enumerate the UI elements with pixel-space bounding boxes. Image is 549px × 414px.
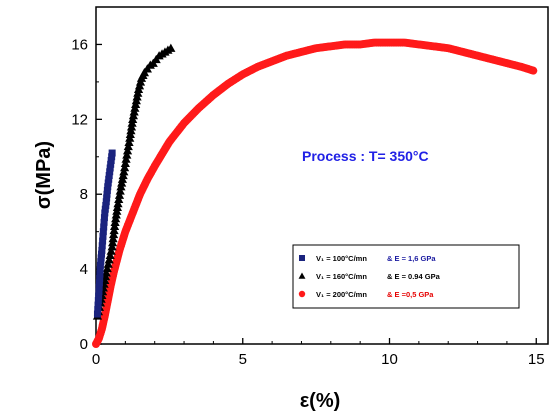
legend-label: V₁ = 160°C/mn — [316, 272, 367, 281]
y-tick-label: 4 — [80, 261, 88, 278]
data-point — [94, 306, 102, 314]
data-point — [95, 288, 103, 296]
data-point — [95, 279, 103, 287]
data-point — [94, 297, 102, 305]
data-point — [119, 167, 129, 176]
data-point — [97, 254, 105, 262]
data-point — [103, 194, 111, 202]
legend-modulus: & E = 0.94 GPa — [387, 272, 441, 281]
data-point — [107, 157, 115, 165]
data-point — [105, 172, 113, 179]
legend-modulus: & E =0,5 GPa — [387, 290, 434, 299]
data-point — [106, 168, 114, 176]
x-tick-label: 10 — [381, 351, 398, 368]
data-point — [101, 205, 109, 213]
data-point — [108, 153, 116, 161]
series-square — [93, 149, 116, 318]
data-point — [96, 261, 104, 269]
data-point — [93, 310, 101, 318]
data-point — [105, 250, 115, 260]
data-point — [114, 190, 125, 199]
legend: V₁ = 100°C/mn & E = 1,6 GPa V₁ = 160°C/mn &… — [292, 244, 520, 309]
data-point — [102, 263, 112, 273]
data-point — [114, 194, 124, 204]
legend-label: V₁ = 100°C/mn — [316, 254, 367, 263]
data-point — [101, 268, 111, 277]
data-point — [104, 255, 114, 264]
data-point — [120, 162, 130, 172]
data-point — [104, 179, 112, 187]
legend-box — [292, 244, 520, 309]
data-point — [107, 160, 115, 168]
data-point — [104, 183, 112, 191]
data-point — [113, 198, 123, 208]
series-circle — [92, 38, 538, 348]
data-point — [98, 250, 106, 258]
data-point — [108, 149, 116, 157]
y-axis-title: σ(MPa) — [33, 141, 55, 209]
x-tick-label: 0 — [92, 351, 100, 368]
legend-marker — [299, 255, 305, 261]
data-point — [97, 258, 105, 266]
data-point — [124, 137, 134, 146]
data-point — [94, 301, 102, 309]
data-point — [121, 154, 131, 163]
data-point — [96, 274, 104, 282]
y-tick-label: 16 — [71, 36, 88, 53]
data-point — [101, 209, 109, 217]
plot-frame — [95, 6, 549, 345]
y-tick-label: 12 — [71, 111, 88, 128]
data-point — [106, 246, 116, 255]
legend-modulus: & E = 1,6 GPa — [387, 254, 436, 263]
data-point — [120, 158, 130, 168]
x-tick-label: 5 — [239, 351, 247, 368]
data-point — [95, 292, 103, 300]
data-series — [92, 38, 538, 348]
data-point — [122, 150, 132, 159]
legend-marker — [298, 272, 306, 279]
data-point — [102, 198, 110, 206]
data-point — [166, 43, 176, 52]
x-axis-title: ε(%) — [300, 390, 341, 412]
data-point — [115, 186, 125, 195]
data-point — [98, 242, 106, 250]
data-point — [99, 237, 107, 245]
y-tick-label: 8 — [80, 186, 88, 203]
y-tick-label: 0 — [80, 336, 88, 353]
data-point — [96, 270, 104, 278]
data-point — [95, 283, 103, 291]
data-point — [98, 246, 106, 254]
x-tick-label: 15 — [528, 351, 545, 368]
data-point — [529, 66, 538, 75]
data-point — [100, 214, 108, 222]
data-point — [103, 190, 111, 198]
data-point — [106, 164, 114, 172]
data-point — [96, 266, 104, 274]
data-point — [123, 141, 133, 151]
data-point — [100, 218, 108, 226]
legend-label: V₁ = 200°C/mn — [316, 290, 367, 299]
data-point — [105, 175, 113, 183]
data-point — [103, 186, 111, 194]
data-point — [103, 259, 113, 268]
data-point — [99, 232, 107, 240]
process-annotation: Process : T= 350°C — [302, 148, 429, 164]
data-point — [100, 223, 108, 231]
data-point — [122, 146, 133, 155]
legend-marker — [298, 290, 306, 298]
data-point — [99, 228, 107, 236]
data-point — [102, 201, 110, 209]
